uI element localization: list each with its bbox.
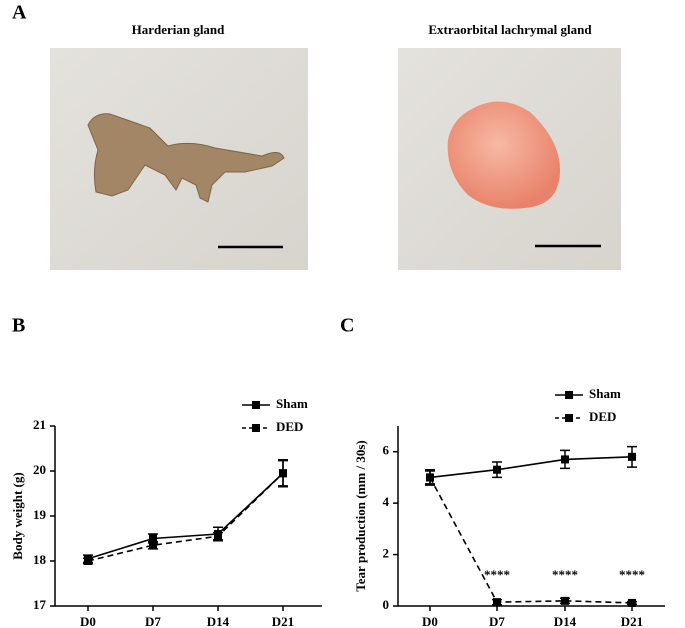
series-line [429, 456, 633, 479]
panel-label: B [12, 315, 25, 337]
series-line [87, 472, 284, 560]
y-axis-label: Tear production (mm / 30s) [353, 440, 368, 591]
x-tick-label: D7 [145, 614, 161, 628]
y-tick-label: 21 [33, 417, 46, 432]
y-tick-label: 6 [383, 443, 390, 458]
marker [214, 532, 222, 541]
x-tick-label: D14 [554, 614, 577, 628]
marker [149, 541, 157, 550]
significance: **** [484, 567, 510, 582]
panel-label: C [340, 315, 354, 337]
legend-label: Sham [589, 386, 621, 401]
marker [628, 598, 636, 607]
legend-marker [565, 414, 573, 422]
y-tick-label: 4 [383, 494, 390, 509]
x-tick-label: D0 [80, 614, 96, 628]
legend-label: DED [589, 409, 616, 424]
legend-marker [252, 401, 260, 409]
legend-label: Sham [276, 396, 308, 411]
marker [279, 469, 287, 478]
significance: **** [619, 567, 645, 582]
series-line [87, 472, 284, 562]
marker [561, 596, 569, 605]
y-tick-label: 17 [33, 597, 47, 612]
series [83, 459, 288, 564]
marker [493, 598, 501, 607]
x-tick-label: D21 [272, 614, 294, 628]
marker [561, 455, 569, 464]
y-axis-label: Body weight (g) [10, 472, 25, 559]
y-tick-label: 20 [33, 462, 46, 477]
y-tick-label: 2 [383, 546, 390, 561]
photo [398, 48, 621, 270]
photo [50, 48, 308, 270]
x-tick-label: D21 [621, 614, 643, 628]
series [83, 459, 288, 565]
y-tick-label: 18 [33, 552, 47, 567]
series [425, 470, 637, 607]
marker [493, 465, 501, 474]
x-tick-label: D14 [207, 614, 230, 628]
significance: **** [552, 567, 578, 582]
legend-marker [252, 424, 260, 432]
legend-marker [565, 391, 573, 399]
panel-label: A [12, 2, 27, 24]
y-tick-label: 19 [33, 507, 47, 522]
photo-title: Harderian gland [132, 22, 226, 37]
marker [149, 534, 157, 543]
x-tick-label: D7 [489, 614, 505, 628]
marker [84, 557, 92, 565]
marker [426, 473, 434, 482]
x-tick-label: D0 [422, 614, 438, 628]
y-tick-label: 0 [383, 597, 390, 612]
series-line [429, 477, 633, 604]
legend-label: DED [276, 419, 303, 434]
photo-title: Extraorbital lachrymal gland [428, 22, 592, 37]
marker [628, 452, 636, 461]
series [425, 445, 637, 486]
